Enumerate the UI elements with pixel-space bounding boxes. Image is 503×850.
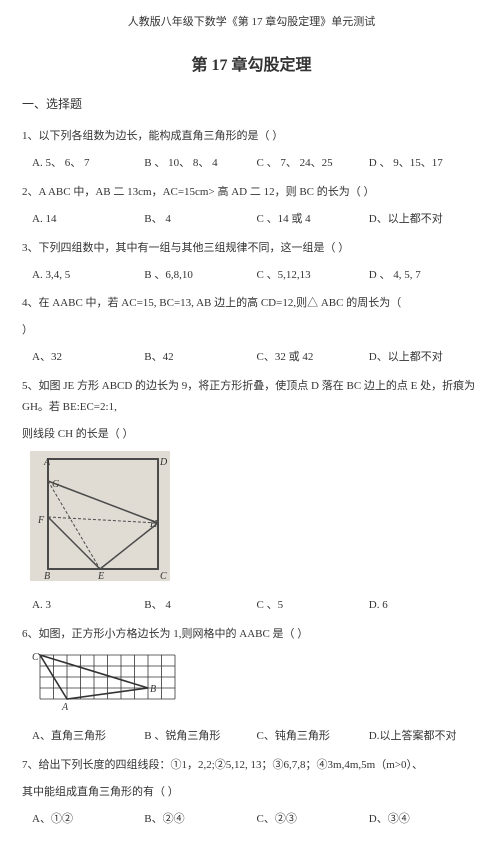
svg-text:B: B: [150, 684, 156, 695]
q7-opt-d: D、③④: [369, 809, 481, 830]
q6-opt-a: A、直角三角形: [32, 726, 144, 747]
question-4-options: A、32 B、42 C、32 或 42 D、以上都不对: [22, 347, 481, 368]
q4-opt-a: A、32: [32, 347, 144, 368]
q7-opt-a: A、①②: [32, 809, 144, 830]
q6-opt-c: C、钝角三角形: [257, 726, 369, 747]
q4-opt-b: B、42: [144, 347, 256, 368]
q1-opt-b: B 、 10、 8、 4: [144, 153, 256, 174]
q1-opt-c: C 、 7、 24、25: [257, 153, 369, 174]
question-3-options: A. 3,4, 5 B 、6,8,10 C 、5,12,13 D 、 4, 5,…: [22, 265, 481, 286]
q5-svg: A D B C G F H E: [30, 451, 170, 581]
q5-opt-b: B、 4: [144, 595, 256, 616]
q3-opt-b: B 、6,8,10: [144, 265, 256, 286]
question-7-cont: 其中能组成直角三角形的有（ ）: [22, 782, 481, 803]
question-1-options: A. 5、 6、 7 B 、 10、 8、 4 C 、 7、 24、25 D 、…: [22, 153, 481, 174]
q4-stem-text: 4、在 AABC 中，若 AC=15, BC=13, AB 边上的高 CD=12…: [22, 297, 401, 309]
q6-svg: C A B: [30, 650, 180, 712]
title-prefix: 第: [191, 57, 211, 74]
svg-text:D: D: [159, 457, 168, 468]
question-1-stem: 1、以下列各组数为边长，能构成直角三角形的是（ ）: [22, 126, 481, 147]
svg-text:B: B: [44, 571, 50, 581]
page-title: 第 17 章勾股定理: [22, 51, 481, 81]
question-4-close: ）: [22, 320, 481, 341]
svg-text:F: F: [37, 515, 45, 526]
svg-text:E: E: [97, 571, 104, 581]
q4-opt-c: C、32 或 42: [257, 347, 369, 368]
q6-opt-b: B 、锐角三角形: [144, 726, 256, 747]
question-7-options: A、①② B、②④ C、②③ D、③④: [22, 809, 481, 830]
question-6-stem: 6、如图，正方形小方格边长为 1,则网格中的 AABC 是（ ）: [22, 624, 481, 645]
q1-opt-d: D 、 9、15、17: [369, 153, 481, 174]
question-3-stem: 3、下列四组数中，其中有一组与其他三组规律不同，这一组是（ ）: [22, 238, 481, 259]
question-7-stem: 7、给出下列长度的四组线段：①1，2,2;②5,12, 13；③6,7,8；④3…: [22, 755, 481, 776]
title-num: 17: [212, 57, 228, 74]
question-5-figure: A D B C G F H E: [30, 451, 481, 589]
q2-opt-d: D、以上都不对: [369, 209, 481, 230]
section-heading: 一、选择题: [22, 93, 481, 116]
q2-opt-c: C 、14 或 4: [257, 209, 369, 230]
question-5-stem: 5、如图 JE 方形 ABCD 的边长为 9，将正方形折叠，使顶点 D 落在 B…: [22, 376, 481, 418]
q6-opt-d: D.以上答案都不对: [369, 726, 481, 747]
doc-header: 人教版八年级下数学《第 17 章勾股定理》单元测试: [22, 12, 481, 33]
svg-text:A: A: [43, 457, 51, 468]
q3-opt-a: A. 3,4, 5: [32, 265, 144, 286]
q2-opt-b: B、 4: [144, 209, 256, 230]
question-5-cont: 则线段 CH 的长是（ ）: [22, 424, 481, 445]
q3-opt-c: C 、5,12,13: [257, 265, 369, 286]
q2-opt-a: A. 14: [32, 209, 144, 230]
question-2-stem: 2、A ABC 中，AB 二 13cm，AC=15cm> 高 AD 二 12，则…: [22, 182, 481, 203]
question-2-options: A. 14 B、 4 C 、14 或 4 D、以上都不对: [22, 209, 481, 230]
question-6-figure: C A B: [30, 650, 481, 720]
question-6-options: A、直角三角形 B 、锐角三角形 C、钝角三角形 D.以上答案都不对: [22, 726, 481, 747]
q4-opt-d: D、以上都不对: [369, 347, 481, 368]
q5-opt-d: D. 6: [369, 595, 481, 616]
q5-opt-a: A. 3: [32, 595, 144, 616]
q7-opt-c: C、②③: [257, 809, 369, 830]
question-4-stem: 4、在 AABC 中，若 AC=15, BC=13, AB 边上的高 CD=12…: [22, 293, 481, 314]
svg-text:C: C: [32, 652, 39, 663]
question-5-options: A. 3 B、 4 C 、5 D. 6: [22, 595, 481, 616]
q3-opt-d: D 、 4, 5, 7: [369, 265, 481, 286]
q1-opt-a: A. 5、 6、 7: [32, 153, 144, 174]
svg-text:C: C: [160, 571, 167, 581]
q5-opt-c: C 、5: [257, 595, 369, 616]
title-suffix: 章勾股定理: [228, 57, 312, 74]
q7-opt-b: B、②④: [144, 809, 256, 830]
